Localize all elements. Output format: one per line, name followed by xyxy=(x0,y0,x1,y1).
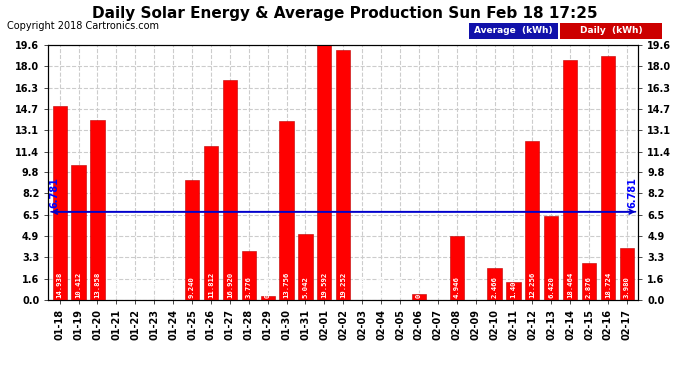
Text: Daily  (kWh): Daily (kWh) xyxy=(580,26,642,36)
Bar xyxy=(450,236,464,300)
Bar xyxy=(620,248,634,300)
Text: 0.494: 0.494 xyxy=(416,276,422,298)
Text: 0.000: 0.000 xyxy=(473,276,479,298)
Text: 0.000: 0.000 xyxy=(397,276,403,298)
Text: 14.938: 14.938 xyxy=(57,272,63,298)
Bar xyxy=(52,106,67,300)
Bar xyxy=(544,216,558,300)
Bar xyxy=(525,141,540,300)
Text: 0.276: 0.276 xyxy=(265,276,270,298)
Bar xyxy=(90,120,105,300)
Text: 6.781: 6.781 xyxy=(627,177,638,208)
Bar xyxy=(72,165,86,300)
Text: 0.000: 0.000 xyxy=(170,276,176,298)
Text: 0.000: 0.000 xyxy=(378,276,384,298)
Bar xyxy=(560,22,662,39)
Text: 2.466: 2.466 xyxy=(491,276,497,298)
Bar xyxy=(223,80,237,300)
Text: 18.464: 18.464 xyxy=(567,272,573,298)
Text: 3.776: 3.776 xyxy=(246,276,252,298)
Text: 5.042: 5.042 xyxy=(302,276,308,298)
Text: 11.812: 11.812 xyxy=(208,272,214,298)
Bar xyxy=(563,60,578,300)
Bar xyxy=(279,121,294,300)
Bar xyxy=(261,296,275,300)
Text: 0.000: 0.000 xyxy=(113,276,119,298)
Text: Copyright 2018 Cartronics.com: Copyright 2018 Cartronics.com xyxy=(7,21,159,31)
Text: 19.252: 19.252 xyxy=(340,272,346,298)
Text: 9.240: 9.240 xyxy=(189,276,195,298)
Bar xyxy=(487,268,502,300)
Bar xyxy=(469,22,558,39)
Bar xyxy=(204,146,218,300)
Bar xyxy=(241,251,256,300)
Text: 4.946: 4.946 xyxy=(454,276,460,298)
Text: 12.256: 12.256 xyxy=(529,272,535,298)
Text: 10.412: 10.412 xyxy=(75,272,81,298)
Text: 3.980: 3.980 xyxy=(624,276,630,298)
Bar xyxy=(601,56,615,300)
Text: 0.000: 0.000 xyxy=(435,276,441,298)
Text: 6.781: 6.781 xyxy=(49,177,59,208)
Bar xyxy=(506,282,520,300)
Text: 0.000: 0.000 xyxy=(359,276,365,298)
Text: 13.858: 13.858 xyxy=(95,272,101,298)
Text: 0.000: 0.000 xyxy=(151,276,157,298)
Bar xyxy=(185,180,199,300)
Text: 6.420: 6.420 xyxy=(549,276,554,298)
Text: Average  (kWh): Average (kWh) xyxy=(474,26,553,36)
Text: 13.756: 13.756 xyxy=(284,272,290,298)
Bar xyxy=(298,234,313,300)
Bar xyxy=(336,50,351,300)
Text: 16.920: 16.920 xyxy=(227,272,233,298)
Text: 18.724: 18.724 xyxy=(605,272,611,298)
Text: Daily Solar Energy & Average Production Sun Feb 18 17:25: Daily Solar Energy & Average Production … xyxy=(92,6,598,21)
Text: 1.400: 1.400 xyxy=(511,276,516,298)
Text: 2.876: 2.876 xyxy=(586,276,592,298)
Text: 0.000: 0.000 xyxy=(132,276,138,298)
Text: 19.592: 19.592 xyxy=(322,272,327,298)
Bar xyxy=(317,45,331,300)
Bar xyxy=(582,262,596,300)
Bar xyxy=(412,294,426,300)
